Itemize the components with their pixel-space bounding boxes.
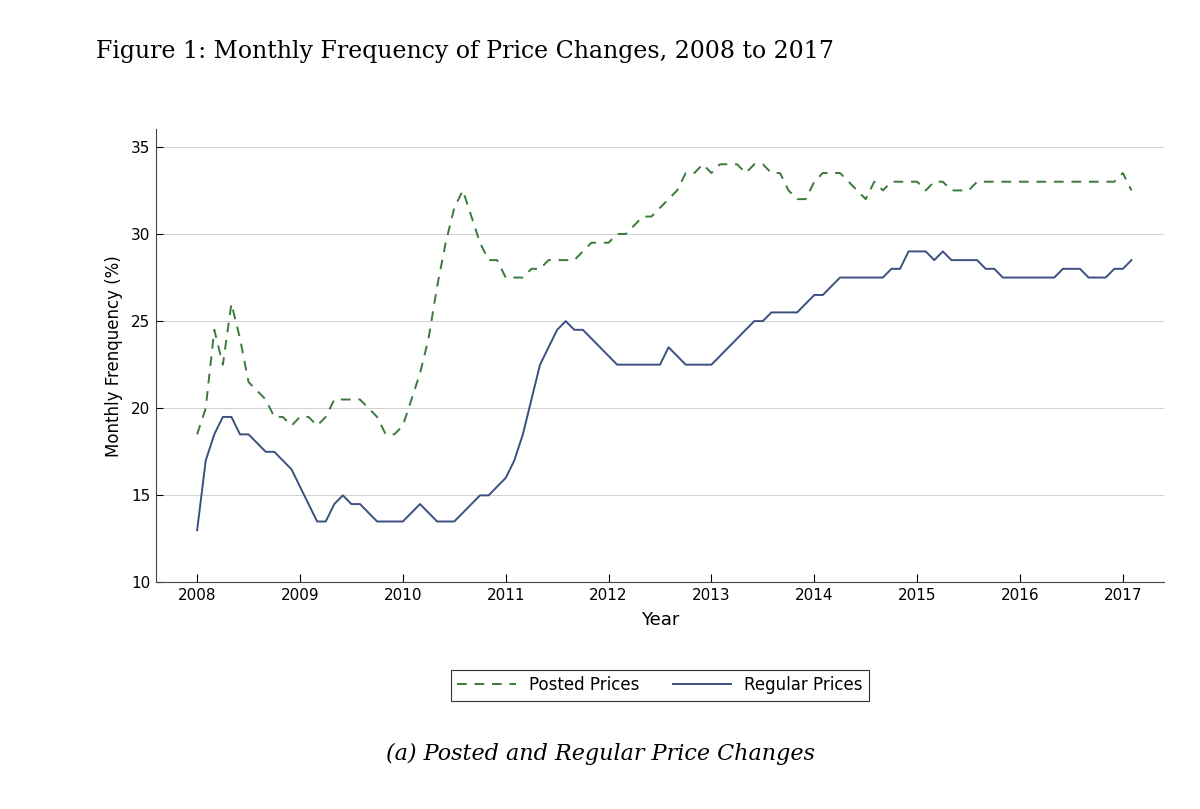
Y-axis label: Monthly Frenquency (%): Monthly Frenquency (%) [104,255,122,457]
Regular Prices [901,247,916,256]
X-axis label: Year: Year [641,612,679,629]
Regular Prices [644,360,659,370]
Regular Prices [618,360,632,370]
Regular Prices [850,273,864,282]
Posted Prices [190,430,204,439]
Regular Prices [1073,264,1087,273]
Posted Prices [1124,185,1139,195]
Posted Prices [1108,177,1122,187]
Posted Prices [464,212,479,222]
Posted Prices [618,229,632,239]
Regular Prices [1124,256,1139,265]
Posted Prices [696,159,710,169]
Text: Figure 1: Monthly Frequency of Price Changes, 2008 to 2017: Figure 1: Monthly Frequency of Price Cha… [96,40,834,63]
Line: Regular Prices: Regular Prices [197,252,1132,530]
Regular Prices [190,525,204,535]
Legend: Posted Prices, Regular Prices: Posted Prices, Regular Prices [450,670,870,701]
Line: Posted Prices: Posted Prices [197,164,1132,434]
Regular Prices [1108,264,1122,273]
Text: (a) Posted and Regular Price Changes: (a) Posted and Regular Price Changes [385,743,815,765]
Posted Prices [1073,177,1087,187]
Posted Prices [858,194,872,204]
Posted Prices [644,212,659,222]
Regular Prices [464,499,479,509]
